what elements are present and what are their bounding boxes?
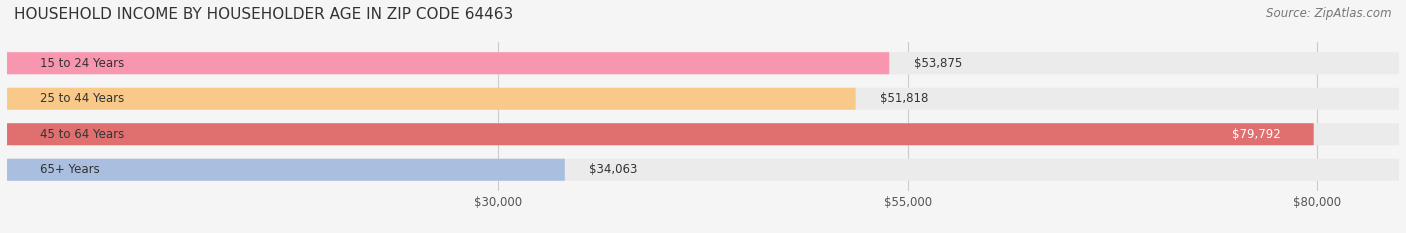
FancyBboxPatch shape [7,52,1399,74]
Text: Source: ZipAtlas.com: Source: ZipAtlas.com [1267,7,1392,20]
Text: $79,792: $79,792 [1232,128,1281,141]
FancyBboxPatch shape [7,123,1399,145]
FancyBboxPatch shape [7,159,1399,181]
Text: $51,818: $51,818 [880,92,928,105]
Text: 45 to 64 Years: 45 to 64 Years [39,128,124,141]
FancyBboxPatch shape [7,123,1313,145]
Text: 25 to 44 Years: 25 to 44 Years [39,92,124,105]
FancyBboxPatch shape [7,88,1399,110]
Text: $53,875: $53,875 [914,57,962,70]
Text: 15 to 24 Years: 15 to 24 Years [39,57,124,70]
FancyBboxPatch shape [7,52,889,74]
FancyBboxPatch shape [7,159,565,181]
Text: HOUSEHOLD INCOME BY HOUSEHOLDER AGE IN ZIP CODE 64463: HOUSEHOLD INCOME BY HOUSEHOLDER AGE IN Z… [14,7,513,22]
Text: 65+ Years: 65+ Years [39,163,100,176]
FancyBboxPatch shape [7,88,856,110]
Text: $34,063: $34,063 [589,163,638,176]
